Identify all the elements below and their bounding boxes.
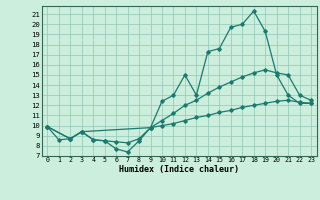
X-axis label: Humidex (Indice chaleur): Humidex (Indice chaleur) xyxy=(119,165,239,174)
